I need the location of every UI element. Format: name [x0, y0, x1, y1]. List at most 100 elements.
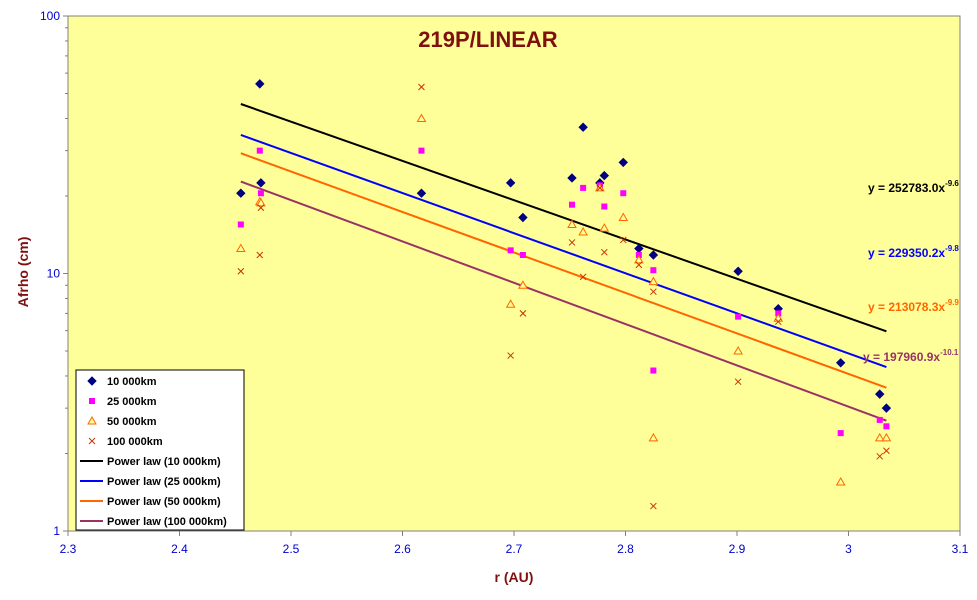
- x-tick-label: 3: [845, 542, 852, 556]
- data-point: [876, 452, 884, 460]
- data-point: [874, 432, 885, 442]
- legend-label: Power law (100 000km): [107, 516, 227, 528]
- legend-label: Power law (50 000km): [107, 496, 221, 508]
- data-point: [567, 173, 577, 183]
- data-point: [648, 250, 659, 260]
- data-point: [620, 190, 627, 197]
- data-point: [733, 346, 743, 355]
- data-point: [876, 416, 883, 423]
- data-point: [650, 288, 657, 296]
- data-point: [883, 447, 890, 455]
- data-point: [257, 204, 265, 212]
- y-axis: 1 10 100: [40, 9, 68, 538]
- data-point: [648, 432, 659, 442]
- fit-equation-exponent: -10.1: [940, 348, 959, 357]
- legend-label: 25 000km: [107, 396, 157, 408]
- data-point: [257, 190, 264, 197]
- data-point: [635, 261, 643, 269]
- data-point: [237, 267, 245, 275]
- legend-label: 100 000km: [107, 436, 163, 448]
- fit-equation-base: y = 252783.0x: [868, 181, 945, 195]
- data-point: [875, 389, 885, 399]
- data-point: [418, 147, 425, 154]
- data-point: [634, 254, 644, 264]
- data-point: [567, 219, 577, 228]
- legend-label: Power law (25 000km): [107, 476, 221, 488]
- fit-lines: [240, 103, 887, 422]
- data-point: [618, 157, 628, 168]
- data-point: [835, 358, 846, 368]
- x-axis: 2.3 2.4 2.5 2.6 2.7 2.8 2.9 3 3.1: [60, 531, 969, 556]
- data-point: [650, 267, 657, 274]
- data-point: [518, 212, 528, 223]
- fit-equation-exponent: -9.9: [945, 298, 959, 307]
- data-point: [568, 201, 575, 208]
- data-point: [650, 367, 657, 374]
- x-tick-label: 2.7: [506, 542, 523, 556]
- data-point: [580, 184, 587, 191]
- data-point: [883, 423, 890, 430]
- y-tick-label: 10: [47, 267, 61, 281]
- data-point: [416, 188, 427, 198]
- data-point: [774, 318, 782, 326]
- fit-equation-exponent: -9.8: [945, 244, 959, 253]
- chart-title: 219P/LINEAR: [418, 27, 557, 52]
- y-tick-label: 100: [40, 9, 60, 23]
- fit-equation-exponent: -9.6: [945, 179, 959, 188]
- data-point: [881, 432, 892, 442]
- fit-equation-base: y = 197960.9x: [863, 350, 940, 364]
- data-point: [733, 266, 743, 276]
- data-point: [256, 251, 264, 259]
- data-point: [650, 502, 657, 510]
- data-point: [256, 147, 263, 154]
- data-point: [519, 310, 527, 317]
- legend-marker: [89, 398, 95, 404]
- data-point: [578, 122, 588, 132]
- data-point: [236, 188, 246, 198]
- legend-marker: [88, 437, 96, 445]
- data-point: [601, 203, 608, 210]
- fit-equation-base: y = 213078.3x: [868, 300, 945, 314]
- data-point: [256, 197, 266, 207]
- legend: 10 000km 25 000km 50 000km 100 000km Power l…: [75, 369, 245, 531]
- data-point: [237, 221, 244, 228]
- data-point: [256, 178, 266, 188]
- data-point: [505, 299, 516, 308]
- data-point: [837, 430, 844, 437]
- fit-line: [240, 134, 887, 368]
- data-point: [599, 223, 610, 232]
- data-point: [596, 184, 604, 192]
- legend-label: 50 000km: [107, 416, 157, 428]
- data-point: [568, 239, 576, 246]
- fit-equation-base: y = 229350.2x: [868, 246, 945, 260]
- data-point: [735, 313, 742, 320]
- data-point: [600, 248, 608, 256]
- x-tick-label: 2.4: [171, 542, 188, 556]
- fit-line: [240, 152, 887, 389]
- y-axis-title: Afrho (cm): [15, 237, 31, 308]
- legend-box: [75, 369, 245, 531]
- data-point: [734, 378, 742, 386]
- data-point: [518, 280, 528, 289]
- data-points: [235, 79, 892, 510]
- data-point: [255, 79, 265, 89]
- data-point: [235, 243, 246, 253]
- data-point: [507, 352, 515, 359]
- fit-line: [240, 103, 887, 333]
- x-tick-label: 2.3: [60, 542, 77, 556]
- data-point: [579, 273, 587, 281]
- fit-line: [240, 180, 887, 422]
- legend-label: 10 000km: [107, 376, 157, 388]
- fit-equations: y = 252783.0x-9.6 y = 229350.2x-9.8 y = 21…: [863, 179, 959, 364]
- data-point: [648, 276, 659, 286]
- legend-label: Power law (10 000km): [107, 456, 221, 468]
- data-point: [505, 178, 516, 188]
- fit-equation: y = 197960.9x-10.1: [863, 348, 959, 364]
- fit-equation: y = 229350.2x-9.8: [868, 244, 959, 260]
- data-point: [507, 247, 514, 254]
- data-point: [618, 212, 629, 221]
- data-point: [578, 226, 588, 236]
- data-point: [619, 236, 627, 244]
